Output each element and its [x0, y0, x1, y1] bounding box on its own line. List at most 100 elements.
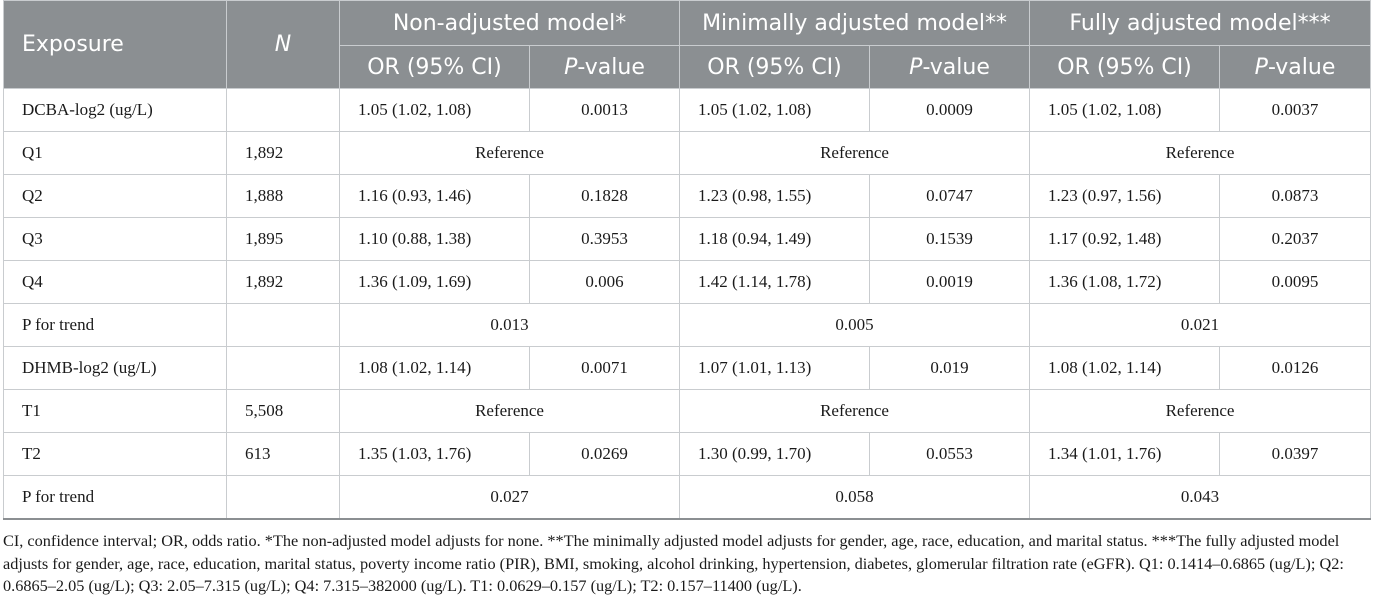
p-value-cell: 0.0269 — [528, 432, 681, 476]
p-value-cell: 0.0873 — [1219, 174, 1372, 218]
header-p-suffix: -value — [922, 54, 990, 80]
p-value-cell: 0.3953 — [528, 217, 681, 261]
p-value-cell: 0.1828 — [528, 174, 681, 218]
header-or-ci: OR (95% CI) — [339, 45, 530, 89]
header-p-value: P-value — [528, 45, 681, 89]
row-n — [226, 475, 340, 520]
p-value-cell: 0.0037 — [1219, 88, 1372, 132]
row-n: 1,888 — [226, 174, 340, 218]
or-ci-cell: 1.16 (0.93, 1.46) — [339, 174, 530, 218]
row-label: Q2 — [3, 174, 227, 218]
row-label: P for trend — [3, 475, 227, 520]
p-value-cell: 0.006 — [528, 260, 681, 304]
reference-cell: Reference — [1029, 131, 1372, 175]
or-ci-cell: 1.23 (0.98, 1.55) — [679, 174, 871, 218]
or-ci-cell: 1.42 (1.14, 1.78) — [679, 260, 871, 304]
or-ci-cell: 1.05 (1.02, 1.08) — [1029, 88, 1221, 132]
reference-cell: Reference — [338, 131, 681, 175]
or-ci-cell: 1.05 (1.02, 1.08) — [339, 88, 530, 132]
header-p-italic: P — [564, 54, 578, 80]
or-ci-cell: 1.23 (0.97, 1.56) — [1029, 174, 1221, 218]
table-row: Q3 1,895 1.10 (0.88, 1.38) 0.3953 1.18 (… — [3, 217, 1372, 261]
header-n-label: N — [274, 32, 292, 57]
row-label: Q3 — [3, 217, 227, 261]
header-p-value: P-value — [869, 45, 1031, 89]
row-label: Q1 — [3, 131, 227, 175]
or-ci-cell: 1.18 (0.94, 1.49) — [679, 217, 871, 261]
header-row-models: Exposure N Non-adjusted model* Minimally… — [3, 0, 1372, 89]
table-row: DHMB-log2 (ug/L) 1.08 (1.02, 1.14) 0.007… — [3, 346, 1372, 390]
row-label: DHMB-log2 (ug/L) — [3, 346, 227, 390]
reference-cell: Reference — [679, 389, 1031, 433]
row-n — [226, 303, 340, 347]
row-n: 1,892 — [226, 131, 340, 175]
or-ci-cell: 1.17 (0.92, 1.48) — [1029, 217, 1221, 261]
reference-cell: Reference — [338, 389, 681, 433]
or-ci-cell: 1.36 (1.09, 1.69) — [339, 260, 530, 304]
p-value-cell: 0.0553 — [869, 432, 1031, 476]
header-model-fully-adjusted: Fully adjusted model*** — [1029, 0, 1372, 46]
p-value-cell: 0.0126 — [1219, 346, 1372, 390]
table-row: DCBA-log2 (ug/L) 1.05 (1.02, 1.08) 0.001… — [3, 88, 1372, 132]
p-value-cell: 0.0071 — [528, 346, 681, 390]
p-trend-cell: 0.043 — [1029, 475, 1372, 520]
row-label: P for trend — [3, 303, 227, 347]
p-trend-cell: 0.013 — [338, 303, 681, 347]
or-ci-cell: 1.30 (0.99, 1.70) — [679, 432, 871, 476]
header-p-suffix: -value — [577, 54, 645, 80]
row-n — [226, 346, 340, 390]
p-value-cell: 0.0013 — [528, 88, 681, 132]
table-row: Q4 1,892 1.36 (1.09, 1.69) 0.006 1.42 (1… — [3, 260, 1372, 304]
or-ci-cell: 1.05 (1.02, 1.08) — [679, 88, 871, 132]
or-ci-cell: 1.08 (1.02, 1.14) — [1029, 346, 1221, 390]
or-ci-cell: 1.35 (1.03, 1.76) — [339, 432, 530, 476]
results-table: Exposure N Non-adjusted model* Minimally… — [3, 0, 1372, 520]
or-ci-cell: 1.34 (1.01, 1.76) — [1029, 432, 1221, 476]
table-row: P for trend 0.027 0.058 0.043 — [3, 475, 1372, 520]
p-value-cell: 0.0397 — [1219, 432, 1372, 476]
header-or-ci: OR (95% CI) — [679, 45, 871, 89]
row-n: 613 — [226, 432, 340, 476]
row-n: 1,892 — [226, 260, 340, 304]
row-label: T2 — [3, 432, 227, 476]
or-ci-cell: 1.10 (0.88, 1.38) — [339, 217, 530, 261]
p-trend-cell: 0.058 — [679, 475, 1031, 520]
row-label: Q4 — [3, 260, 227, 304]
header-row-stats: OR (95% CI) P-value OR (95% CI) P-value … — [4, 45, 1372, 89]
p-value-cell: 0.1539 — [869, 217, 1031, 261]
table-row: T2 613 1.35 (1.03, 1.76) 0.0269 1.30 (0.… — [3, 432, 1372, 476]
p-trend-cell: 0.027 — [338, 475, 681, 520]
table-row: Q2 1,888 1.16 (0.93, 1.46) 0.1828 1.23 (… — [3, 174, 1372, 218]
or-ci-cell: 1.07 (1.01, 1.13) — [679, 346, 871, 390]
row-label: T1 — [3, 389, 227, 433]
p-trend-cell: 0.005 — [679, 303, 1031, 347]
row-n: 5,508 — [226, 389, 340, 433]
p-value-cell: 0.0009 — [869, 88, 1031, 132]
p-trend-cell: 0.021 — [1029, 303, 1372, 347]
row-label: DCBA-log2 (ug/L) — [3, 88, 227, 132]
or-ci-cell: 1.36 (1.08, 1.72) — [1029, 260, 1221, 304]
header-n: N — [226, 0, 340, 89]
header-p-italic: P — [909, 54, 923, 80]
header-model-minimally-adjusted: Minimally adjusted model** — [679, 0, 1031, 46]
table-row: P for trend 0.013 0.005 0.021 — [3, 303, 1372, 347]
row-n — [226, 88, 340, 132]
table-row: Q1 1,892 Reference Reference Reference — [3, 131, 1372, 175]
p-value-cell: 0.0747 — [869, 174, 1031, 218]
p-value-cell: 0.0019 — [869, 260, 1031, 304]
header-p-suffix: -value — [1267, 54, 1336, 80]
reference-cell: Reference — [679, 131, 1031, 175]
header-p-italic: P — [1254, 54, 1268, 80]
header-or-ci: OR (95% CI) — [1029, 45, 1221, 89]
reference-cell: Reference — [1029, 389, 1372, 433]
p-value-cell: 0.2037 — [1219, 217, 1372, 261]
header-exposure: Exposure — [3, 0, 227, 89]
header-model-non-adjusted: Non-adjusted model* — [338, 0, 681, 46]
or-ci-cell: 1.08 (1.02, 1.14) — [339, 346, 530, 390]
table-footnote: CI, confidence interval; OR, odds ratio.… — [3, 531, 1344, 595]
p-value-cell: 0.019 — [869, 346, 1031, 390]
table-row: T1 5,508 Reference Reference Reference — [3, 389, 1372, 433]
p-value-cell: 0.0095 — [1219, 260, 1372, 304]
header-p-value: P-value — [1219, 45, 1372, 89]
row-n: 1,895 — [226, 217, 340, 261]
